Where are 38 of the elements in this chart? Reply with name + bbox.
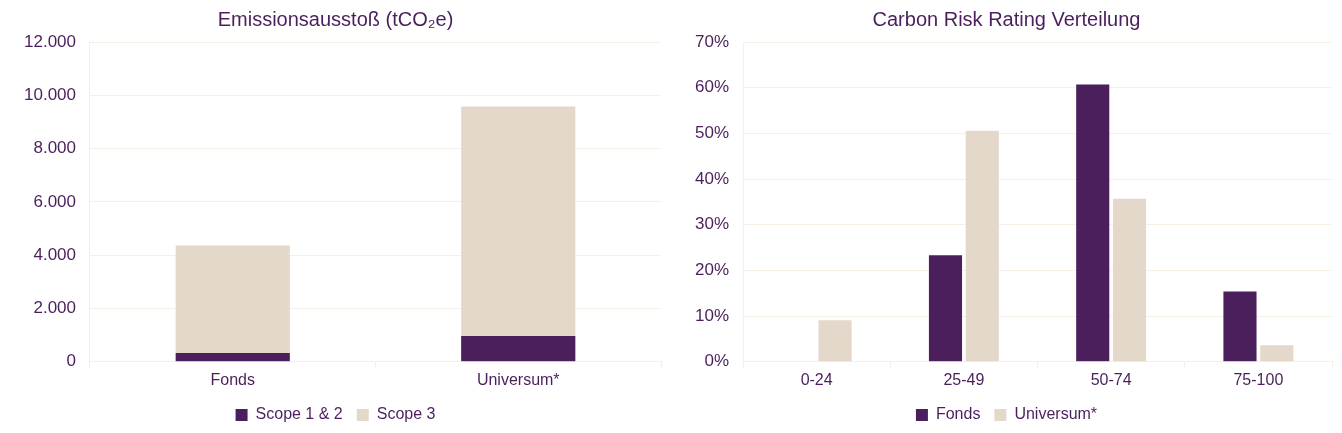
y-tick-label: 0%	[704, 351, 730, 371]
bar	[928, 255, 963, 362]
y-tick-label: 50%	[694, 123, 730, 143]
chart-title: Emissionsausstoß (tCO₂e)	[217, 7, 454, 30]
y-tick-label: 2.000	[33, 298, 76, 318]
bar	[461, 335, 576, 362]
bar	[175, 353, 290, 362]
y-tick-label: 6.000	[33, 191, 76, 211]
bar	[175, 245, 290, 354]
legend-label: Scope 3	[376, 405, 436, 423]
y-tick-label: 10%	[694, 305, 730, 325]
x-tick-label: 25-49	[943, 370, 985, 388]
bar	[818, 320, 852, 362]
bar	[1223, 291, 1257, 362]
y-tick-label: 70%	[694, 31, 730, 51]
y-tick-label: 40%	[694, 168, 730, 188]
bar	[965, 130, 999, 362]
bar	[1260, 345, 1294, 362]
legend-label: Fonds	[935, 405, 981, 423]
chart-title: Carbon Risk Rating Verteilung	[872, 7, 1141, 30]
legend-label: Scope 1 & 2	[255, 405, 343, 423]
y-tick-label: 20%	[694, 260, 730, 280]
y-tick-label: 8.000	[33, 138, 76, 158]
y-tick-label: 60%	[694, 77, 730, 97]
x-tick-label: Universum*	[476, 370, 560, 388]
x-tick-label: 75-100	[1233, 370, 1284, 388]
y-tick-label: 30%	[694, 214, 730, 234]
y-tick-label: 10.000	[24, 84, 76, 104]
x-tick-label: 50-74	[1090, 370, 1132, 388]
x-tick-label: 0-24	[800, 370, 833, 388]
bar	[461, 106, 576, 336]
y-tick-label: 12.000	[24, 31, 76, 51]
bar	[1112, 198, 1147, 362]
y-tick-label: 4.000	[33, 244, 76, 264]
x-tick-label: Fonds	[210, 370, 255, 388]
bar	[1076, 84, 1110, 362]
legend-label: Universum*	[1014, 405, 1098, 423]
y-tick-label: 0	[66, 351, 76, 371]
